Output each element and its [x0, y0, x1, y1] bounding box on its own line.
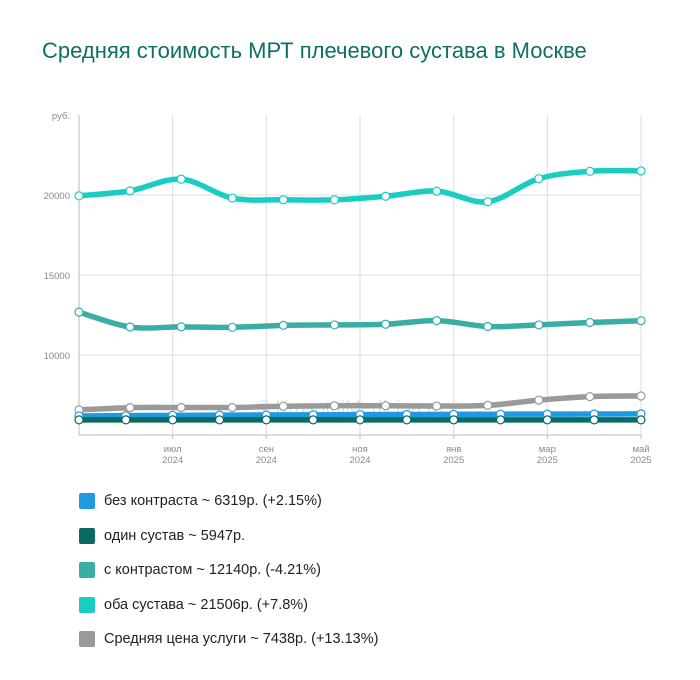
data-point	[542, 415, 552, 425]
data-point	[585, 317, 595, 328]
legend-item[interactable]: Средняя цена услуги ~ 7438р. (+13.13%)	[79, 622, 378, 657]
data-point	[589, 415, 599, 425]
legend-label: с контрастом ~ 12140р. (-4.21%)	[104, 562, 321, 579]
legend-swatch	[79, 631, 95, 648]
data-point	[329, 320, 340, 330]
legend-item[interactable]: оба сустава ~ 21506р. (+7.8%)	[79, 588, 378, 623]
data-point	[355, 415, 365, 425]
y-tick-label: 20000	[44, 191, 70, 202]
x-tick-label: сен	[259, 444, 274, 455]
data-point	[227, 402, 237, 413]
chart-title: Средняя стоимость МРТ плечевого сустава …	[42, 38, 587, 63]
data-point	[483, 197, 493, 207]
data-point	[483, 400, 493, 410]
points	[74, 166, 646, 425]
data-point	[125, 403, 135, 413]
data-point	[636, 415, 646, 425]
x-tick-year: 2024	[256, 455, 277, 466]
data-point	[176, 322, 186, 332]
legend-swatch	[79, 527, 95, 544]
legend-item[interactable]: с контрастом ~ 12140р. (-4.21%)	[79, 553, 378, 588]
data-point	[125, 322, 135, 332]
axes: 100001500020000руб.июл2024сен2024ноя2024…	[44, 111, 652, 466]
data-point	[176, 174, 186, 184]
data-point	[636, 166, 646, 176]
y-tick-label: 10000	[44, 351, 70, 362]
x-tick-year: 2024	[349, 455, 370, 466]
data-point	[636, 316, 646, 326]
data-point	[74, 191, 84, 201]
data-point	[585, 166, 595, 176]
data-point	[380, 319, 391, 329]
data-point	[329, 195, 340, 205]
data-point	[534, 320, 544, 330]
data-point	[402, 415, 412, 425]
data-point	[495, 415, 506, 425]
data-point	[121, 415, 131, 425]
legend-label: один сустав ~ 5947р.	[104, 527, 246, 544]
data-point	[125, 186, 135, 196]
x-tick-label: мар	[539, 444, 556, 455]
legend-item[interactable]: один сустав ~ 5947р.	[79, 519, 378, 554]
data-point	[636, 391, 646, 401]
data-point	[449, 415, 459, 425]
legend-swatch	[79, 596, 95, 613]
data-point	[176, 402, 186, 413]
x-tick-label: июл	[164, 444, 182, 455]
data-point	[432, 401, 442, 411]
data-point	[74, 415, 84, 425]
legend: без контраста ~ 6319р. (+2.15%) один суст…	[79, 484, 378, 657]
x-tick-year: 2024	[162, 455, 183, 466]
legend-item[interactable]: без контраста ~ 6319р. (+2.15%)	[79, 484, 378, 519]
x-tick-year: 2025	[537, 455, 558, 466]
x-tick-year: 2025	[630, 455, 651, 466]
data-point	[227, 322, 237, 332]
data-point	[261, 415, 271, 425]
data-point	[227, 193, 237, 203]
data-point	[483, 321, 493, 332]
data-point	[168, 415, 178, 425]
legend-label: без контраста ~ 6319р. (+2.15%)	[104, 493, 322, 510]
line-chart: 100001500020000руб.июл2024сен2024ноя2024…	[44, 111, 652, 466]
data-point	[380, 191, 391, 201]
y-tick-label: 15000	[44, 271, 70, 282]
data-point	[534, 395, 544, 405]
x-tick-year: 2025	[443, 455, 464, 466]
data-point	[432, 316, 442, 326]
x-tick-label: ноя	[352, 444, 368, 455]
data-point	[534, 174, 544, 184]
data-point	[432, 186, 442, 196]
data-point	[308, 415, 318, 425]
data-point	[214, 415, 225, 425]
legend-label: Средняя цена услуги ~ 7438р. (+13.13%)	[104, 631, 379, 648]
data-point	[74, 307, 84, 317]
grid	[79, 115, 642, 435]
data-point	[278, 401, 288, 411]
data-point	[278, 320, 288, 330]
legend-swatch	[79, 562, 95, 579]
x-tick-label: янв	[446, 444, 461, 455]
x-tick-label: май	[632, 444, 649, 455]
data-point	[329, 401, 340, 411]
legend-label: оба сустава ~ 21506р. (+7.8%)	[104, 596, 309, 613]
data-point	[278, 195, 288, 205]
data-point	[380, 401, 391, 411]
legend-swatch	[79, 493, 95, 510]
data-point	[585, 392, 595, 402]
y-unit-label: руб.	[52, 111, 70, 122]
